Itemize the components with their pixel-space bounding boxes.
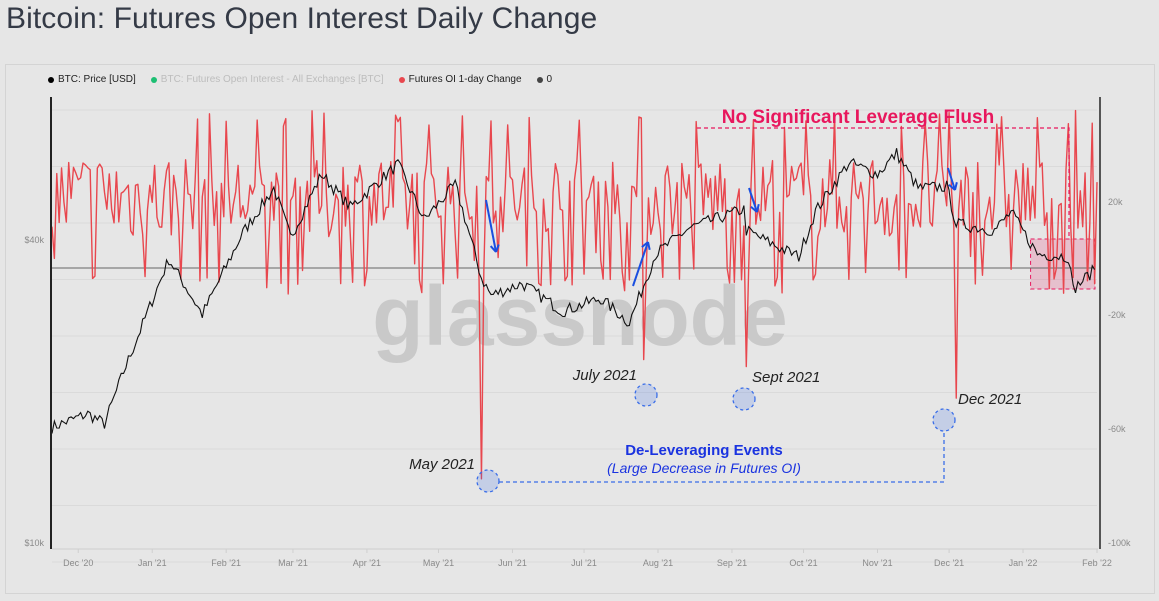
- trend-arrow-head: [495, 244, 500, 253]
- right-y-tick-label: -100k: [1108, 538, 1131, 548]
- x-tick-label: Jan '21: [138, 558, 167, 568]
- legend-dot-open-interest: [150, 76, 157, 83]
- x-tick-label: Sep '21: [717, 558, 747, 568]
- events-connector: [499, 431, 945, 483]
- page-title: Bitcoin: Futures Open Interest Daily Cha…: [6, 2, 598, 35]
- event-label: May 2021: [409, 456, 475, 473]
- chart-legend: BTC: Price [USD] BTC: Futures Open Inter…: [48, 74, 567, 85]
- legend-dot-zero: [536, 76, 543, 83]
- trend-arrow-head: [641, 241, 649, 248]
- x-tick-label: Feb '21: [211, 558, 241, 568]
- event-label: Dec 2021: [958, 391, 1022, 408]
- x-tick-label: Jan '22: [1009, 558, 1038, 568]
- event-marker-circle: [932, 408, 956, 432]
- y-axis-ticks: $40k $10k 20k -20k -60k -100k: [24, 197, 1131, 548]
- trend-arrow-head: [750, 206, 758, 213]
- trend-arrow-head: [954, 181, 958, 191]
- legend-label-oi-change: Futures OI 1-day Change: [408, 74, 522, 85]
- trend-arrow: [485, 199, 497, 253]
- headline-annotation: No Significant Leverage Flush: [722, 107, 994, 128]
- x-tick-label: Dec '21: [934, 558, 964, 568]
- legend-item-oi-change[interactable]: Futures OI 1-day Change: [398, 74, 522, 85]
- price-line: [51, 148, 1096, 434]
- oi-change-line: [51, 109, 1098, 480]
- event-marker-circle: [634, 383, 658, 407]
- right-y-tick-label: -60k: [1108, 424, 1126, 434]
- x-tick-label: May '21: [423, 558, 454, 568]
- watermark: glassnode: [372, 269, 787, 363]
- x-tick-label: Aug '21: [643, 558, 673, 568]
- event-label: Sept 2021: [752, 369, 820, 386]
- trend-arrow: [632, 241, 649, 287]
- legend-item-zero[interactable]: 0: [536, 74, 553, 85]
- x-tick-label: Apr '21: [353, 558, 381, 568]
- events-subtitle: (Large Decrease in Futures OI): [607, 460, 801, 476]
- right-y-tick-label: -20k: [1108, 310, 1126, 320]
- x-tick-label: Nov '21: [862, 558, 892, 568]
- event-marker-circle: [732, 387, 756, 411]
- trend-arrow-head: [647, 241, 651, 251]
- annotations: No Significant Leverage Flush May 2021 Jul…: [409, 107, 1070, 493]
- trend-arrow: [748, 187, 758, 213]
- x-tick-label: Jun '21: [498, 558, 527, 568]
- trend-arrow: [947, 167, 956, 191]
- series-group: [51, 109, 1098, 480]
- event-label: July 2021: [572, 367, 637, 384]
- trend-arrow-head: [948, 183, 956, 191]
- legend-item-price[interactable]: BTC: Price [USD]: [48, 74, 136, 85]
- left-y-tick-label: $40k: [24, 235, 44, 245]
- x-tick-label: Oct '21: [789, 558, 817, 568]
- x-tick-label: Dec '20: [63, 558, 93, 568]
- legend-label-open-interest: BTC: Futures Open Interest - All Exchang…: [160, 74, 384, 85]
- x-tick-label: Feb '22: [1082, 558, 1112, 568]
- headline-connector: [697, 127, 1070, 239]
- trend-arrow-head: [489, 245, 497, 253]
- legend-label-price: BTC: Price [USD]: [58, 74, 136, 85]
- legend-dot-oi-change: [398, 76, 405, 83]
- x-axis-ticks: Dec '20 Jan '21 Feb '21 Mar '21 Apr '21 May '…: [63, 549, 1112, 568]
- legend-dot-price: [48, 76, 54, 83]
- gridlines: [52, 109, 1097, 563]
- legend-item-open-interest[interactable]: BTC: Futures Open Interest - All Exchang…: [150, 74, 384, 85]
- x-tick-label: Mar '21: [278, 558, 308, 568]
- event-marker-circle: [476, 469, 500, 493]
- x-tick-label: Jul '21: [571, 558, 597, 568]
- legend-label-zero: 0: [546, 74, 553, 85]
- trend-arrow-head: [756, 203, 760, 213]
- events-title: De-Leveraging Events: [625, 442, 783, 459]
- right-y-tick-label: 20k: [1108, 197, 1123, 207]
- left-y-tick-label: $10k: [24, 538, 44, 548]
